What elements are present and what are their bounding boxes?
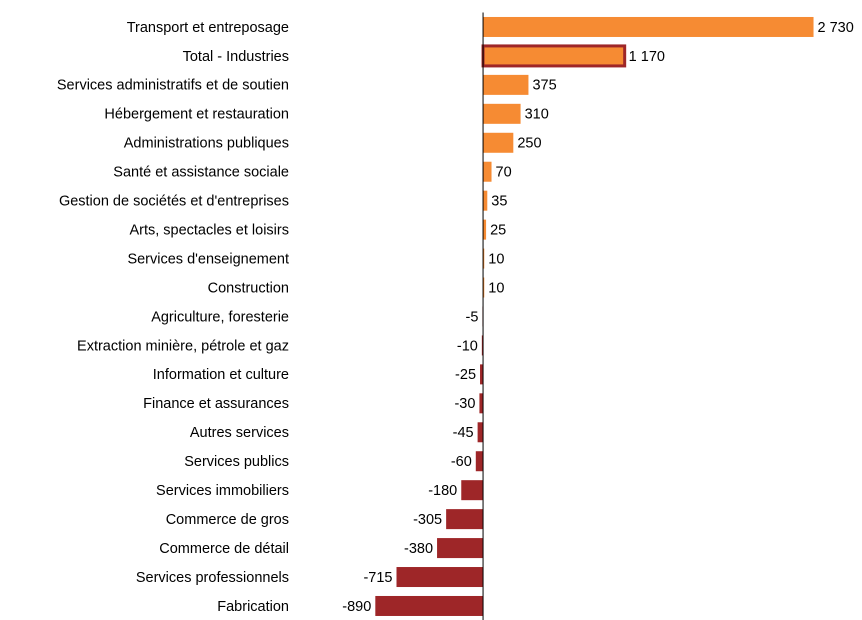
value-label: 310 xyxy=(525,107,549,123)
bar xyxy=(446,509,484,530)
category-label: Transport et entreposage xyxy=(127,20,289,36)
value-label: 2 730 xyxy=(818,20,854,36)
bar xyxy=(483,132,514,153)
category-label: Agriculture, foresterie xyxy=(151,309,289,325)
category-label: Arts, spectacles et loisirs xyxy=(129,222,289,238)
category-label: Finance et assurances xyxy=(143,396,289,412)
category-label: Services administratifs et de soutien xyxy=(57,78,289,94)
category-label: Autres services xyxy=(190,425,289,441)
bar xyxy=(480,364,484,385)
value-label: -5 xyxy=(466,309,479,325)
bar xyxy=(483,161,492,182)
value-label: -890 xyxy=(342,599,371,615)
category-label: Total - Industries xyxy=(183,49,289,65)
category-label: Hébergement et restauration xyxy=(104,107,289,123)
bar xyxy=(483,74,529,95)
bar xyxy=(483,103,521,124)
bar xyxy=(479,393,484,414)
bar xyxy=(483,16,814,37)
category-label: Santé et assistance sociale xyxy=(113,165,289,181)
value-label: 10 xyxy=(488,280,504,296)
value-label: 250 xyxy=(517,136,541,152)
bar xyxy=(481,335,484,356)
category-label: Services professionnels xyxy=(136,570,289,586)
bar xyxy=(477,422,484,443)
bar xyxy=(483,190,488,211)
category-label: Administrations publiques xyxy=(124,136,289,152)
value-label: -305 xyxy=(413,512,442,528)
value-label: 70 xyxy=(496,165,512,181)
value-label: -45 xyxy=(453,425,474,441)
value-label: 10 xyxy=(488,251,504,267)
value-label: 25 xyxy=(490,222,506,238)
category-label: Fabrication xyxy=(217,599,289,615)
value-label: -180 xyxy=(428,483,457,499)
value-label: -25 xyxy=(455,367,476,383)
category-label: Extraction minière, pétrole et gaz xyxy=(77,338,289,354)
bar xyxy=(375,595,484,616)
bar xyxy=(396,567,484,588)
value-label: 1 170 xyxy=(629,49,665,65)
bar xyxy=(483,277,485,298)
bar xyxy=(483,248,485,269)
bar xyxy=(437,538,484,559)
category-label: Services d'enseignement xyxy=(127,251,289,267)
category-label: Commerce de gros xyxy=(166,512,289,528)
value-label: -10 xyxy=(457,338,478,354)
category-label: Commerce de détail xyxy=(159,541,289,557)
category-label: Information et culture xyxy=(153,367,289,383)
bar xyxy=(483,219,487,240)
category-label: Services immobiliers xyxy=(156,483,289,499)
category-label: Services publics xyxy=(184,454,289,470)
value-label: -30 xyxy=(454,396,475,412)
category-label: Construction xyxy=(208,280,289,296)
category-label: Gestion de sociétés et d'entreprises xyxy=(59,194,289,210)
bar xyxy=(461,480,484,501)
value-label: 375 xyxy=(532,78,556,94)
value-label: 35 xyxy=(491,194,507,210)
value-label: -715 xyxy=(363,570,392,586)
bar xyxy=(475,451,484,472)
value-label: -380 xyxy=(404,541,433,557)
bar xyxy=(481,44,627,68)
value-label: -60 xyxy=(451,454,472,470)
